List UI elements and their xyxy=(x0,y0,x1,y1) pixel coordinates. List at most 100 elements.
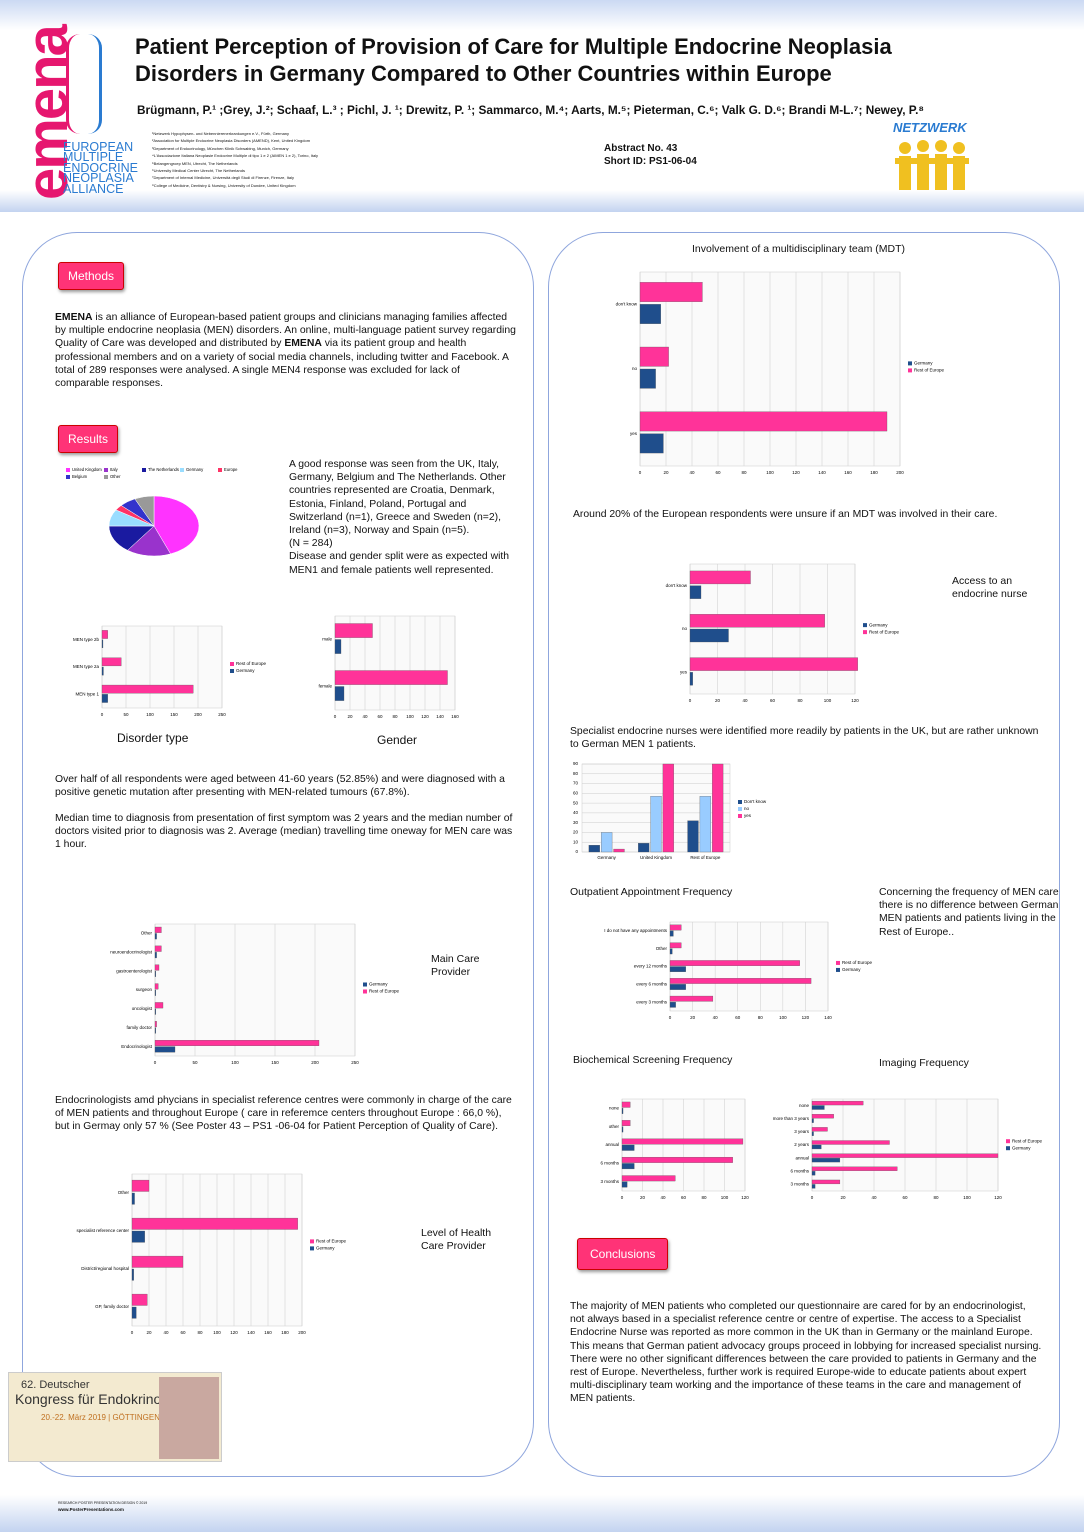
y-tick-label: 6 months xyxy=(600,1161,619,1166)
legend-swatch xyxy=(104,475,108,479)
nurse-text: Specialist endocrine nurses were identif… xyxy=(570,726,1039,751)
bar xyxy=(154,1002,164,1009)
y-tick-label: 20 xyxy=(573,830,579,835)
abstract-no: Abstract No. 43 xyxy=(604,143,678,154)
bar xyxy=(669,924,682,931)
y-tick-label: MEN type 1 xyxy=(75,692,99,697)
chart-title: Outpatient Appointment Frequency xyxy=(570,886,733,898)
bar xyxy=(811,1127,828,1132)
bar xyxy=(621,1120,631,1127)
y-tick-label: neuroendocrinologist xyxy=(110,949,153,954)
bar xyxy=(621,1163,635,1170)
bar xyxy=(334,670,448,685)
y-tick-label: 80 xyxy=(573,771,579,776)
netzwerk-figures xyxy=(895,140,969,190)
bar xyxy=(639,433,664,454)
x-tick-label: 0 xyxy=(811,1195,814,1200)
x-tick-label: 80 xyxy=(701,1195,707,1200)
bar xyxy=(669,930,674,937)
affiliation: ⁷Department of Internal Medicine, Univer… xyxy=(152,175,294,181)
legend-swatch xyxy=(230,669,234,673)
bar xyxy=(154,1008,156,1015)
conclusions-text: The majority of MEN patients who complet… xyxy=(570,1301,1042,1405)
bar xyxy=(689,657,858,671)
x-tick-label: 0 xyxy=(154,1060,157,1065)
x-tick-label: 100 xyxy=(766,470,774,475)
legend-swatch xyxy=(738,814,742,818)
bar xyxy=(669,978,812,984)
x-tick-label: 80 xyxy=(797,698,803,703)
bar xyxy=(154,989,156,996)
y-tick-label: District/regional hospital xyxy=(81,1266,129,1271)
y-tick-label: every 6 months xyxy=(636,981,668,986)
x-tick-label: 140 xyxy=(818,470,826,475)
chart: 0 50 100 150 200 250 MEN type 1 MEN type 2a MEN … xyxy=(73,625,267,717)
bar xyxy=(811,1105,825,1110)
legend-label: The Netherlands xyxy=(148,467,179,472)
x-tick-label: 100 xyxy=(721,1195,729,1200)
bar xyxy=(154,945,162,952)
y-tick-label: 2 years xyxy=(794,1142,810,1147)
bar xyxy=(669,966,686,972)
x-tick-label: 160 xyxy=(451,714,459,719)
legend-label: Germany xyxy=(236,668,255,673)
y-tick-label: oncologist xyxy=(132,1006,153,1011)
bar xyxy=(639,368,656,389)
text: via its patient group and health profess… xyxy=(55,338,509,390)
legend-label: Italy xyxy=(110,467,119,472)
x-tick-label: 100 xyxy=(213,1330,221,1335)
bar xyxy=(699,796,711,853)
x-tick-label: 140 xyxy=(824,1015,832,1020)
bar xyxy=(687,820,699,853)
x-tick-label: 40 xyxy=(362,714,368,719)
section-heading: Methods xyxy=(58,262,125,290)
bar xyxy=(154,970,156,977)
legend-label: Germany xyxy=(914,361,933,366)
chart: 0 20 40 60 80 100 120 140 160 180 200 yes no don't kn… xyxy=(616,271,945,475)
x-tick-label: 120 xyxy=(421,714,429,719)
x-tick-label: 200 xyxy=(896,470,904,475)
chart-title: Imaging Frequency xyxy=(879,1057,969,1069)
footer-text: www.PosterPresentations.com xyxy=(58,1507,124,1512)
legend-swatch xyxy=(66,468,70,472)
affiliation: ¹Netzwerk Hypophysen- und Nebennierenerk… xyxy=(152,131,290,136)
x-tick-label: 40 xyxy=(713,1015,719,1020)
bar xyxy=(669,984,686,990)
section-heading: Results xyxy=(58,425,119,453)
y-tick-label: 30 xyxy=(573,820,579,825)
x-tick-label: 20 xyxy=(715,698,721,703)
bar xyxy=(131,1192,135,1205)
bar xyxy=(811,1131,814,1136)
section-heading: Conclusions xyxy=(577,1238,669,1270)
x-tick-label: 200 xyxy=(194,712,202,717)
chart-title: Involvement of a multidisciplinary team … xyxy=(692,243,905,255)
chart: 0 50 100 150 200 250 Endocrinologist family doc… xyxy=(110,923,400,1065)
response-text: A good response was seen from the UK, It… xyxy=(289,458,521,577)
text: (N = 284) xyxy=(289,538,333,550)
bar xyxy=(811,1153,999,1158)
congress-text: 20.-22. März 2019 | GÖTTINGEN xyxy=(41,1413,161,1422)
x-tick-label: 0 xyxy=(639,470,642,475)
y-tick-label: don't know xyxy=(666,583,688,588)
bar xyxy=(689,570,751,585)
y-tick-label: 3 years xyxy=(794,1129,810,1134)
text: Disease and gender split were as expecte… xyxy=(289,551,510,576)
bar xyxy=(131,1230,145,1243)
bar xyxy=(639,304,661,324)
bar xyxy=(154,983,159,990)
legend-swatch xyxy=(738,807,742,811)
alliance-name: EUROPEAN MULTIPLE ENDOCRINE NEOPLASIA ALLIAN… xyxy=(63,140,138,195)
bar xyxy=(131,1179,150,1192)
bar xyxy=(639,346,669,367)
right-panel xyxy=(548,232,1060,1477)
bar xyxy=(811,1171,816,1176)
legend-label: Germany xyxy=(186,467,204,472)
bar xyxy=(669,942,682,949)
text: A good response was seen from the UK, It… xyxy=(289,459,506,537)
y-tick-label: other xyxy=(609,1124,620,1129)
bar xyxy=(154,1040,320,1046)
legend-swatch xyxy=(104,468,108,472)
bar xyxy=(639,411,888,432)
mdt-text: Around 20% of the European respondents w… xyxy=(573,509,998,520)
